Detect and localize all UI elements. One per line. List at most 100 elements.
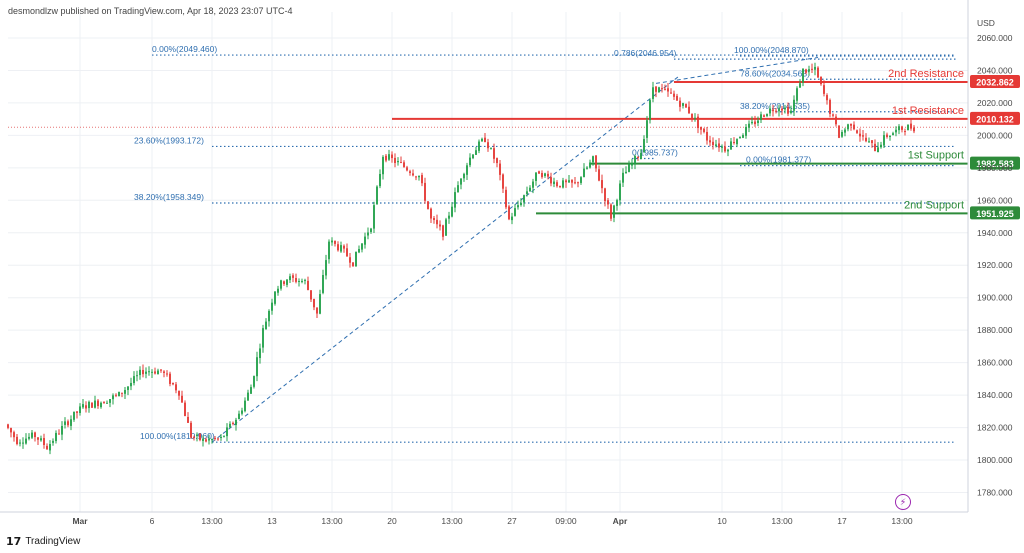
candle-body xyxy=(478,141,480,151)
candle-body xyxy=(895,129,897,133)
x-tick-label: 13:00 xyxy=(771,516,793,526)
candle-body xyxy=(499,163,501,175)
candle-body xyxy=(838,125,840,138)
candle-body xyxy=(757,120,759,124)
candle-body xyxy=(133,376,135,384)
candle-body xyxy=(877,147,879,153)
tradingview-logo-icon: 17 xyxy=(6,535,22,548)
candle-body xyxy=(85,405,87,409)
candle-body xyxy=(70,419,72,426)
candle-body xyxy=(319,294,321,314)
candle-body xyxy=(580,177,582,183)
candle-body xyxy=(883,135,885,146)
y-tick-label: 2060.000 xyxy=(977,33,1013,43)
candle-body xyxy=(16,436,18,445)
candle-body xyxy=(673,93,675,97)
candle-body xyxy=(103,402,105,404)
y-tick-label: 1800.000 xyxy=(977,455,1013,465)
candle-body xyxy=(19,442,21,444)
candle-body xyxy=(238,413,240,420)
resistance-label: 2nd Resistance xyxy=(888,68,964,80)
tradingview-logo: 17 TradingView xyxy=(6,535,80,548)
candle-body xyxy=(232,422,234,424)
fib-level-label: 0(1985.737) xyxy=(632,148,678,158)
candle-body xyxy=(574,182,576,184)
candle-body xyxy=(850,123,852,126)
candle-body xyxy=(535,172,537,181)
candle-body xyxy=(244,400,246,412)
candle-body xyxy=(367,232,369,236)
candle-body xyxy=(841,131,843,137)
candle-body xyxy=(670,92,672,94)
candle-body xyxy=(349,257,351,263)
candle-body xyxy=(832,114,834,116)
candle-body xyxy=(772,109,774,112)
candle-body xyxy=(250,387,252,394)
fibonacci-layer: 0.00%(2049.460) 23.60%(1993.172) 38.20%(19… xyxy=(134,44,956,443)
x-tick-label: 13:00 xyxy=(321,516,343,526)
fib-level-label: 38.20%(1958.349) xyxy=(134,192,204,202)
candle-body xyxy=(493,148,495,159)
candle-body xyxy=(691,113,693,119)
candle-body xyxy=(502,174,504,189)
candle-body xyxy=(649,100,651,121)
candle-body xyxy=(631,163,633,166)
candle-body xyxy=(127,386,129,390)
candle-body xyxy=(247,392,249,401)
candle-body xyxy=(289,276,291,281)
candle-body xyxy=(196,434,198,437)
candle-body xyxy=(43,438,45,446)
candle-body xyxy=(46,445,48,450)
candle-body xyxy=(457,185,459,193)
candle-body xyxy=(862,135,864,137)
candle-body xyxy=(13,432,15,438)
candle-body xyxy=(34,432,36,438)
header-caption: desmondlzw published on TradingView.com,… xyxy=(8,6,293,16)
candle-body xyxy=(511,216,513,221)
candle-body xyxy=(412,173,414,176)
x-tick-label: 13:00 xyxy=(891,516,913,526)
fib-level-label: 100.00%(2048.870) xyxy=(734,45,809,55)
candle-body xyxy=(217,438,219,440)
candle-body xyxy=(31,432,33,438)
candle-body xyxy=(790,110,792,114)
candle-body xyxy=(730,141,732,150)
candle-body xyxy=(397,160,399,163)
candle-body xyxy=(661,88,663,90)
candle-body xyxy=(346,248,348,257)
candle-body xyxy=(898,126,900,131)
candle-body xyxy=(394,157,396,164)
candle-body xyxy=(874,143,876,152)
candle-body xyxy=(628,164,630,172)
candle-body xyxy=(391,154,393,159)
candle-body xyxy=(49,443,51,451)
x-tick-label: 13 xyxy=(267,516,277,526)
candle-body xyxy=(889,135,891,137)
candle-body xyxy=(544,173,546,177)
grid-layer xyxy=(8,12,968,512)
fib-level-label: 0.786(2046.954) xyxy=(614,48,677,58)
candlestick-layer xyxy=(7,62,915,455)
replay-button[interactable]: ⚡︎ xyxy=(895,494,911,510)
candle-body xyxy=(97,400,99,407)
candle-body xyxy=(775,110,777,112)
candle-body xyxy=(370,228,372,232)
candle-body xyxy=(331,240,333,243)
candle-body xyxy=(436,219,438,225)
candle-body xyxy=(475,150,477,155)
candle-body xyxy=(94,400,96,408)
candle-body xyxy=(526,191,528,195)
candle-body xyxy=(562,180,564,188)
candle-body xyxy=(211,439,213,441)
candle-body xyxy=(301,280,303,282)
candle-body xyxy=(37,437,39,440)
candle-body xyxy=(784,107,786,110)
y-tick-label: 1820.000 xyxy=(977,423,1013,433)
candle-body xyxy=(460,178,462,185)
candle-body xyxy=(859,133,861,137)
candle-body xyxy=(814,66,816,70)
candle-body xyxy=(409,171,411,173)
candle-body xyxy=(184,402,186,417)
candle-body xyxy=(220,436,222,438)
candle-body xyxy=(703,128,705,132)
